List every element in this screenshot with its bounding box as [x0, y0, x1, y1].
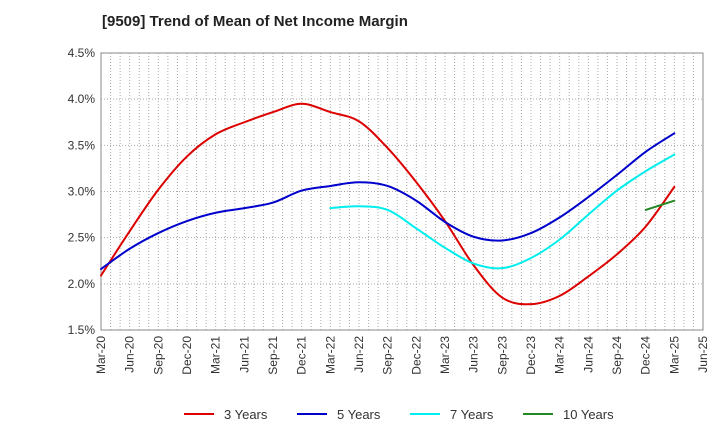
series-lines — [100, 102, 676, 306]
x-tick-label: Jun-25 — [696, 336, 710, 373]
x-tick-label: Mar-22 — [323, 336, 337, 374]
x-tick-label: Sep-22 — [381, 336, 395, 375]
y-tick-label: 2.5% — [68, 231, 96, 245]
x-tick-label: Mar-23 — [438, 336, 452, 374]
series-line-10-years — [644, 199, 676, 211]
x-tick-label: Dec-24 — [639, 336, 653, 375]
x-tick-label: Dec-20 — [180, 336, 194, 375]
x-tick-label: Dec-23 — [524, 336, 538, 375]
x-tick-label: Jun-24 — [581, 336, 595, 373]
x-tick-label: Dec-21 — [295, 336, 309, 375]
y-tick-label: 4.0% — [68, 92, 96, 106]
x-axis-ticks: Mar-20 Jun-20 Sep-20 Dec-20 Mar-21 Jun-21 Sep-… — [94, 336, 710, 375]
legend-label-3-years: 3 Years — [224, 407, 268, 422]
legend-label-7-years: 7 Years — [450, 407, 494, 422]
x-tick-label: Sep-24 — [610, 336, 624, 375]
y-tick-label: 3.5% — [68, 138, 96, 152]
plot-area-frame — [100, 52, 704, 331]
legend-label-5-years: 5 Years — [337, 407, 381, 422]
x-tick-label: Jun-20 — [123, 336, 137, 373]
x-tick-label: Jun-23 — [467, 336, 481, 373]
series-line-7-years — [329, 153, 676, 270]
legend: 3 Years 5 Years 7 Years 10 Years — [184, 407, 614, 422]
series-line-5-years — [100, 132, 676, 271]
x-tick-label: Sep-21 — [266, 336, 280, 375]
x-tick-label: Mar-24 — [553, 336, 567, 374]
grid — [101, 53, 703, 330]
x-tick-label: Sep-20 — [151, 336, 165, 375]
x-tick-label: Dec-22 — [409, 336, 423, 375]
y-tick-label: 4.5% — [68, 46, 96, 60]
x-tick-label: Sep-23 — [495, 336, 509, 375]
x-tick-label: Jun-22 — [352, 336, 366, 373]
series-line-3-years — [100, 102, 676, 306]
chart-title: [9509] Trend of Mean of Net Income Margi… — [102, 13, 408, 30]
y-tick-label: 3.0% — [68, 185, 96, 199]
x-tick-label: Mar-21 — [209, 336, 223, 374]
x-tick-label: Mar-25 — [667, 336, 681, 374]
y-tick-label: 2.0% — [68, 277, 96, 291]
x-tick-label: Mar-20 — [94, 336, 108, 374]
legend-label-10-years: 10 Years — [563, 407, 614, 422]
y-axis-ticks: 1.5% 2.0% 2.5% 3.0% 3.5% 4.0% 4.5% — [68, 46, 96, 337]
x-tick-label: Jun-21 — [237, 336, 251, 373]
y-tick-label: 1.5% — [68, 323, 96, 337]
